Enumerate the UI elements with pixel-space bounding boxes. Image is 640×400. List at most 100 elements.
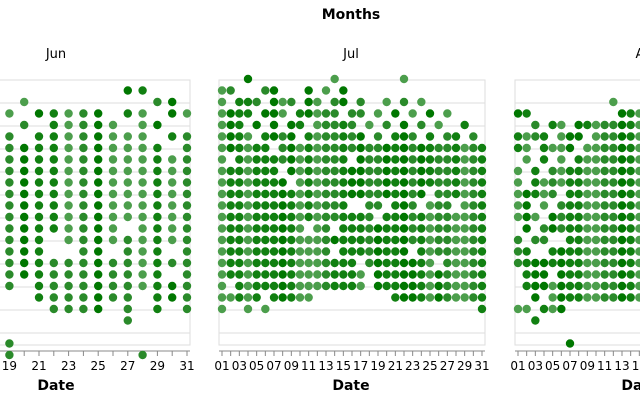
data-point [635, 258, 640, 268]
data-point [434, 293, 443, 302]
data-point [217, 132, 227, 141]
data-point [635, 224, 640, 233]
data-point [64, 132, 73, 141]
data-point [626, 201, 635, 210]
data-point [531, 212, 540, 222]
data-point [339, 224, 348, 233]
data-point [243, 143, 253, 153]
data-point [600, 224, 609, 233]
data-point [313, 201, 322, 210]
data-point [49, 201, 58, 210]
data-point [217, 224, 227, 233]
data-point [182, 270, 192, 279]
data-point [583, 293, 592, 302]
data-point [609, 166, 618, 176]
data-point [261, 247, 270, 256]
data-point [261, 235, 270, 245]
data-point [399, 247, 409, 256]
data-point [513, 212, 523, 222]
data-point [64, 143, 73, 153]
data-point [434, 212, 443, 222]
data-point [20, 270, 29, 279]
data-point [451, 270, 461, 279]
data-point [399, 155, 409, 164]
data-point [243, 109, 253, 118]
data-point [64, 201, 73, 210]
x-tick-label: 03 [528, 359, 543, 373]
data-point [635, 143, 640, 153]
x-tick-label: 21 [388, 359, 403, 373]
data-point [153, 166, 162, 176]
data-point [243, 97, 253, 107]
data-point [539, 224, 549, 233]
data-point [574, 281, 583, 291]
data-point [460, 155, 469, 164]
data-point [5, 166, 14, 176]
data-point [20, 235, 29, 245]
data-point [5, 201, 14, 210]
data-point [565, 132, 575, 141]
data-point [408, 189, 417, 199]
data-point [278, 189, 287, 199]
data-point [34, 143, 44, 153]
data-point [522, 224, 531, 233]
data-point [20, 189, 29, 199]
data-point [591, 281, 601, 291]
data-point [469, 178, 478, 187]
data-point [522, 281, 531, 291]
x-tick-label: 09 [284, 359, 299, 373]
data-point [356, 212, 365, 222]
data-point [373, 270, 383, 279]
data-point [261, 132, 270, 141]
data-point [539, 178, 549, 187]
data-point [321, 201, 331, 210]
data-point [182, 247, 192, 256]
data-point [304, 247, 313, 256]
data-point [108, 143, 118, 153]
data-point [425, 281, 435, 291]
data-point [217, 281, 227, 291]
data-point [108, 235, 118, 245]
data-point [399, 235, 409, 245]
data-point [443, 247, 452, 256]
data-point [513, 189, 523, 199]
data-point [609, 293, 618, 302]
data-point [557, 304, 566, 314]
data-point [252, 247, 261, 256]
data-point [382, 155, 391, 164]
data-point [451, 132, 461, 141]
data-point [94, 304, 103, 314]
data-point [287, 97, 296, 107]
data-point [583, 178, 592, 187]
data-point [356, 166, 365, 176]
data-point [356, 224, 365, 233]
data-point [382, 97, 391, 107]
data-point [513, 166, 523, 176]
data-point [425, 132, 435, 141]
data-point [600, 281, 609, 291]
data-point [539, 235, 549, 245]
data-point [539, 281, 549, 291]
data-point [617, 224, 627, 233]
data-point [243, 235, 253, 245]
data-point [330, 120, 339, 130]
data-point [626, 109, 635, 118]
data-point [34, 224, 44, 233]
data-point [382, 224, 391, 233]
data-point [235, 258, 244, 268]
data-point [382, 189, 391, 199]
data-point [522, 270, 531, 279]
data-point [477, 201, 487, 210]
data-point [522, 201, 531, 210]
data-point [49, 224, 58, 233]
data-point [417, 235, 426, 245]
data-point [347, 189, 357, 199]
data-point [5, 109, 14, 118]
data-point [243, 178, 253, 187]
data-point [49, 189, 58, 199]
data-point [235, 143, 244, 153]
data-point [408, 224, 417, 233]
data-point [565, 293, 575, 302]
data-point [261, 109, 270, 118]
data-point [321, 270, 331, 279]
